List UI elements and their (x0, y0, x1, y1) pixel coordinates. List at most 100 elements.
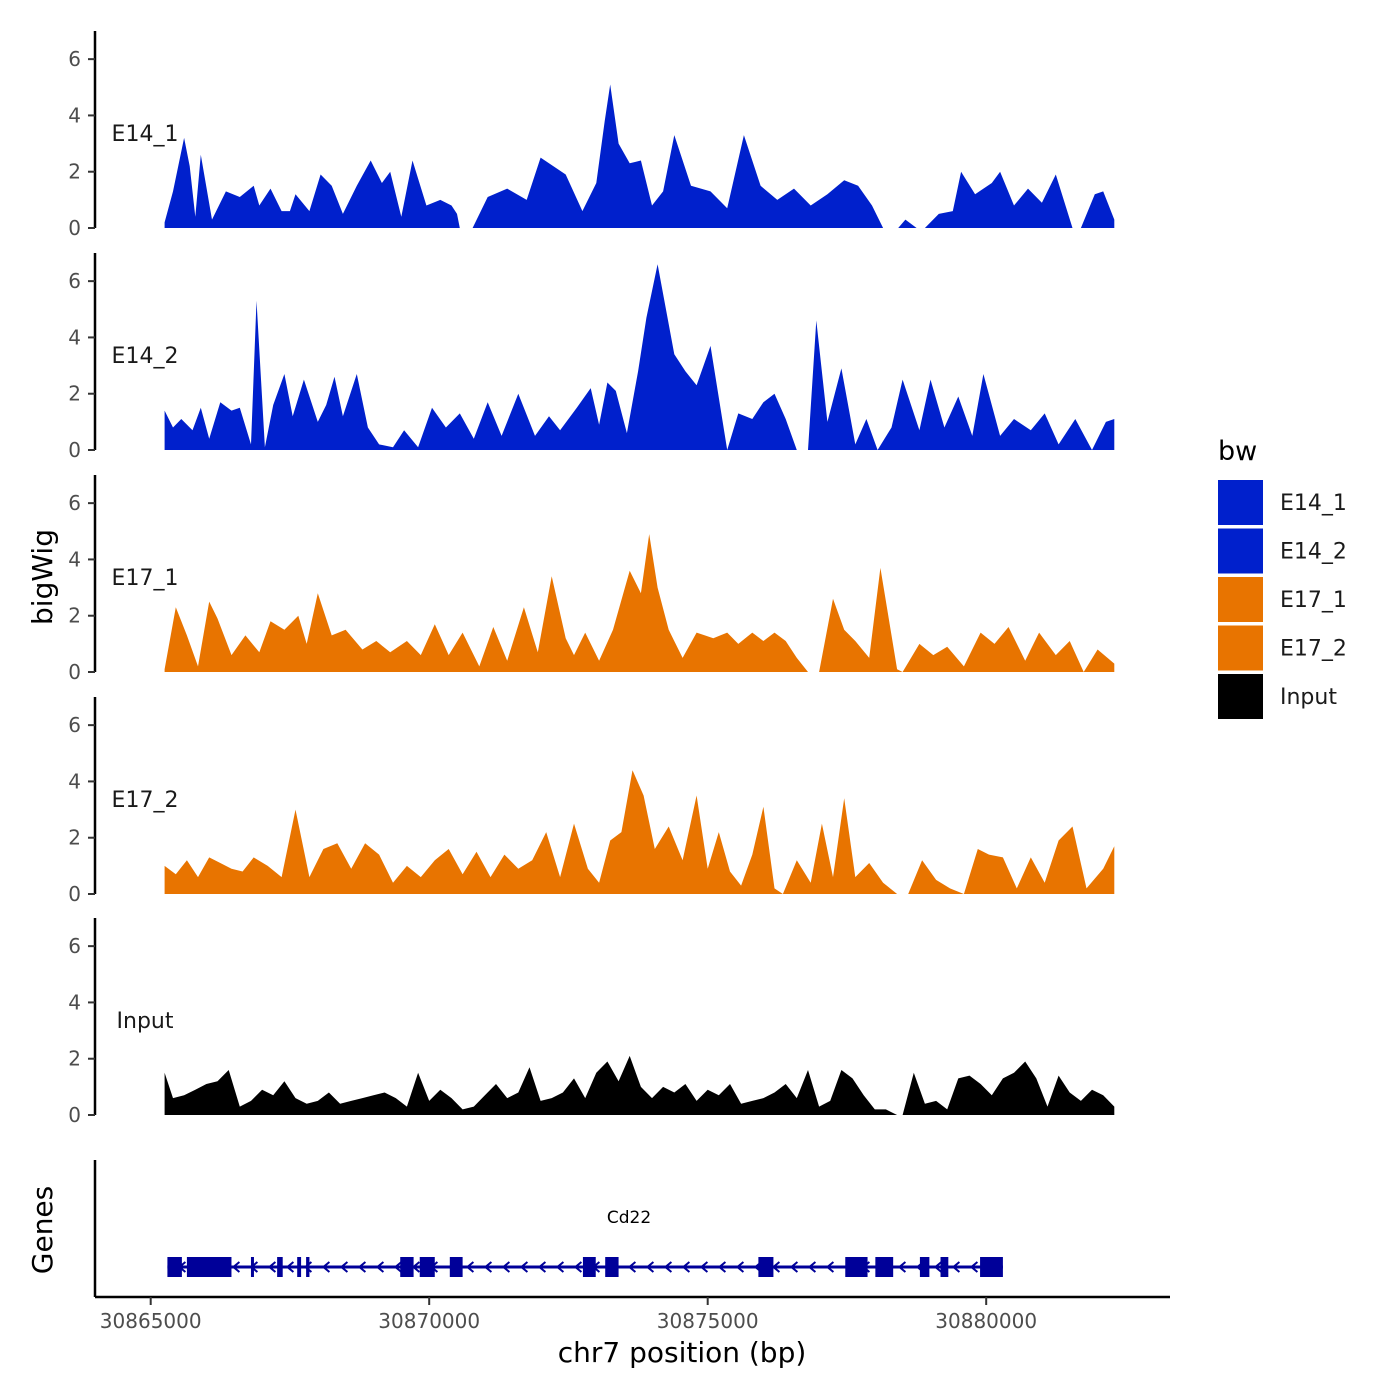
exon (940, 1257, 949, 1277)
y-tick-label: 2 (68, 382, 81, 406)
y-tick-label: 2 (68, 826, 81, 850)
track-E17_1: 0 2 4 6 E17_1 (68, 475, 1115, 684)
y-tick-label: 2 (68, 604, 81, 628)
y-tick-label: 6 (68, 47, 81, 71)
gene-panel-title: Genes (26, 1186, 59, 1274)
strand-arrow (681, 1261, 691, 1273)
legend-swatch (1218, 577, 1263, 622)
legend-label: E17_1 (1280, 588, 1347, 613)
exon (875, 1257, 894, 1277)
y-tick-label: 2 (68, 160, 81, 184)
y-tick-label: 0 (68, 882, 81, 906)
legend-title: bw (1218, 436, 1257, 467)
exon (449, 1257, 463, 1277)
exon (919, 1257, 930, 1277)
y-tick-label: 0 (68, 438, 81, 462)
y-axis-title: bigWig (26, 529, 59, 625)
y-tick-label: 6 (68, 713, 81, 737)
signal-area-E17_1 (164, 534, 1115, 672)
strand-arrow (789, 1261, 799, 1273)
exon (167, 1257, 182, 1277)
strand-arrow (735, 1261, 745, 1273)
x-tick-label: 30880000 (935, 1309, 1037, 1333)
y-tick-label: 2 (68, 1047, 81, 1071)
strand-arrow (573, 1261, 583, 1273)
exon (845, 1257, 868, 1277)
legend-swatch (1218, 480, 1263, 525)
legend-label: E14_2 (1280, 540, 1347, 565)
strand-arrow (231, 1261, 241, 1273)
strand-arrow (825, 1261, 835, 1273)
exon (582, 1257, 596, 1277)
y-tick-label: 4 (68, 103, 81, 127)
legend-swatch (1218, 674, 1263, 719)
strand-arrow (537, 1261, 547, 1273)
signal-tracks: 0 2 4 6 E14_1 0 2 4 6 E14_2 0 2 4 6 E17_1 0 2 4 6 E17_2 0 2 4 6… (68, 31, 1115, 1127)
strand-arrow (393, 1261, 403, 1273)
signal-area-E14_2 (164, 264, 1115, 450)
legend-label: E17_2 (1280, 637, 1347, 662)
x-axis-title: chr7 position (bp) (558, 1336, 807, 1369)
legend-swatch (1218, 625, 1263, 671)
strand-arrow (663, 1261, 673, 1273)
strand-arrow (339, 1261, 349, 1273)
y-tick-label: 0 (68, 216, 81, 240)
gene-panel: Cd22 (93, 1160, 1003, 1297)
x-axis: 30865000 30870000 30875000 30880000 (95, 1295, 1170, 1333)
strand-arrow (951, 1261, 961, 1273)
strand-arrow (933, 1261, 943, 1273)
y-tick-label: 6 (68, 934, 81, 958)
strand-arrow (969, 1261, 979, 1273)
exon (605, 1257, 619, 1277)
y-tick-label: 4 (68, 547, 81, 571)
exon (277, 1257, 283, 1277)
strand-arrow (519, 1261, 529, 1273)
strand-arrow (375, 1261, 385, 1273)
strand-arrow (501, 1261, 511, 1273)
legend-label: Input (1280, 685, 1337, 710)
strand-arrow (483, 1261, 493, 1273)
strand-arrow (627, 1261, 637, 1273)
track-E14_2: 0 2 4 6 E14_2 (68, 253, 1115, 462)
exon (297, 1257, 302, 1277)
y-tick-label: 6 (68, 491, 81, 515)
strand-arrow (717, 1261, 727, 1273)
track-label: E14_2 (112, 344, 179, 369)
signal-area-E17_2 (164, 770, 1115, 894)
track-Input: 0 2 4 6 Input (68, 918, 1115, 1127)
track-label: E17_1 (112, 566, 179, 591)
exon (400, 1257, 414, 1277)
x-tick-label: 30875000 (657, 1309, 759, 1333)
exon (419, 1257, 435, 1277)
y-tick-label: 0 (68, 660, 81, 684)
strand-arrow (321, 1261, 331, 1273)
exon (306, 1257, 310, 1277)
legend: bw E14_1 E14_2 E17_1 E17_2 Input (1218, 436, 1347, 719)
track-label: Input (117, 1009, 174, 1034)
exon (186, 1257, 232, 1277)
y-tick-label: 4 (68, 769, 81, 793)
exon (980, 1257, 1003, 1277)
exon (250, 1257, 254, 1277)
y-tick-label: 4 (68, 990, 81, 1014)
strand-arrow (897, 1261, 907, 1273)
track-E14_1: 0 2 4 6 E14_1 (68, 31, 1115, 240)
strand-arrow (699, 1261, 709, 1273)
x-tick-label: 30865000 (100, 1309, 202, 1333)
signal-area-Input (164, 1055, 1115, 1115)
y-tick-label: 6 (68, 269, 81, 293)
strand-arrow (267, 1261, 277, 1273)
strand-arrow (807, 1261, 817, 1273)
legend-swatch (1218, 528, 1263, 574)
y-tick-label: 0 (68, 1103, 81, 1127)
track-E17_2: 0 2 4 6 E17_2 (68, 697, 1115, 906)
strand-arrow (357, 1261, 367, 1273)
exon (758, 1257, 774, 1277)
signal-area-E14_1 (164, 84, 1115, 228)
y-tick-label: 4 (68, 325, 81, 349)
track-label: E17_2 (112, 788, 179, 813)
strand-arrow (465, 1261, 475, 1273)
strand-arrow (645, 1261, 655, 1273)
legend-label: E14_1 (1280, 491, 1347, 516)
